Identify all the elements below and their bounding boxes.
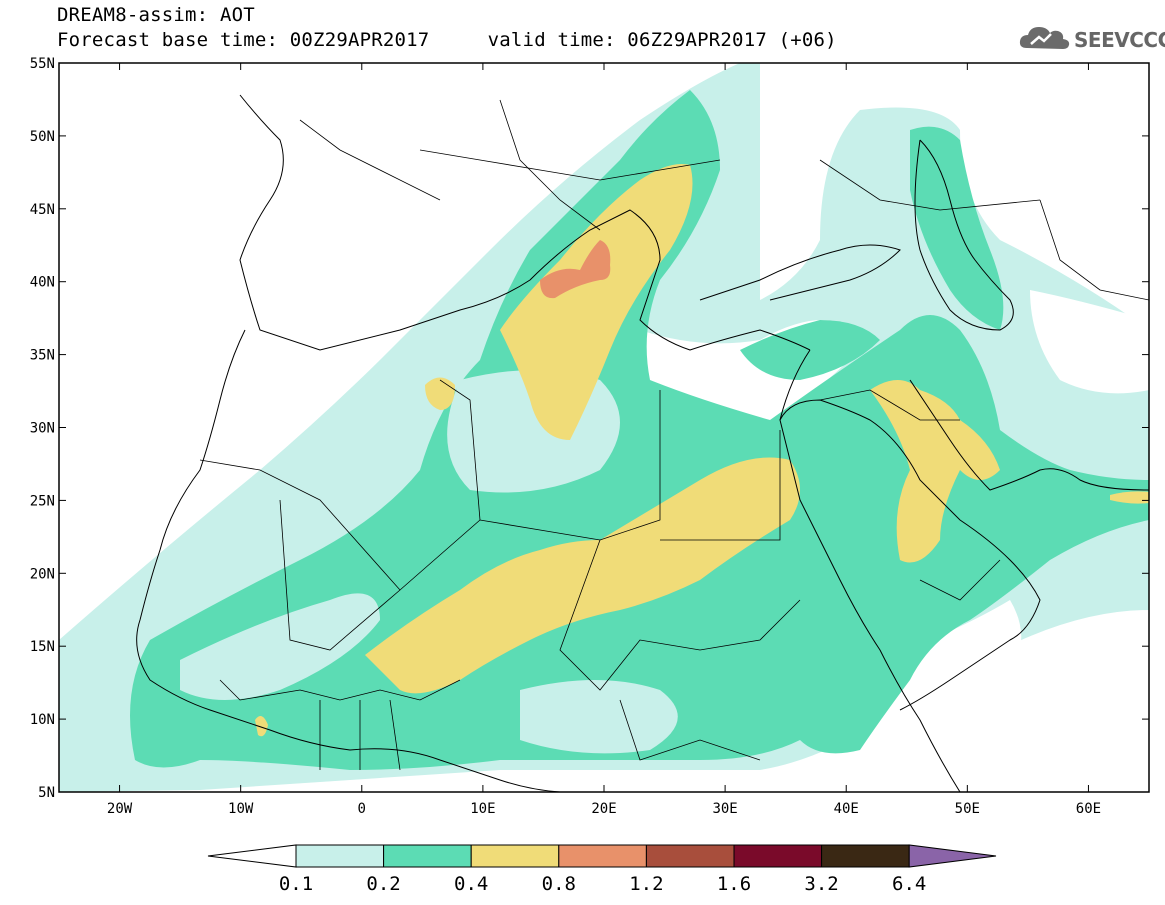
lat-tick-label: 20N — [30, 566, 55, 582]
colorbar-level-label: 0.2 — [366, 873, 400, 895]
lon-tick-label: 10W — [228, 801, 254, 817]
lon-tick-label: 50E — [955, 801, 980, 817]
aot-band-0.4-misc — [425, 377, 455, 410]
lat-tick-label: 50N — [30, 129, 55, 145]
lon-tick-label: 20E — [591, 801, 616, 817]
country-borders — [199, 99, 1149, 771]
colorbar-level-label: 0.8 — [542, 873, 576, 895]
lat-tick-label: 30N — [30, 421, 55, 437]
colorbar-level-label: 1.2 — [629, 873, 663, 895]
lat-tick-label: 55N — [30, 56, 55, 72]
seevccc-logo: SEEVCCC — [1017, 22, 1165, 58]
colorbar-arrow-high — [908, 844, 997, 868]
axis-ticks: 20W 10W 0 10E 20E 30E 40E 50E 60E 55N 50N 45N 40N 35N… — [30, 56, 1149, 817]
colorbar-segment — [733, 844, 823, 868]
lat-tick-label: 10N — [30, 712, 55, 728]
lat-tick-label: 35N — [30, 348, 55, 364]
aot-band-0.4-sahara — [365, 457, 800, 694]
aot-band-0.2 — [130, 90, 1149, 770]
colorbar-segment — [558, 844, 647, 868]
aot-field — [59, 63, 1149, 792]
lon-tick-label: 20W — [107, 801, 133, 817]
cloud-icon — [1019, 27, 1070, 49]
lat-tick-label: 15N — [30, 639, 55, 655]
lon-tick-label: 10E — [470, 801, 495, 817]
lat-tick-label: 5N — [38, 785, 55, 801]
colorbar-segment — [645, 844, 735, 868]
colorbar-level-label: 0.1 — [279, 873, 313, 895]
colorbar: 0.1 0.2 0.4 0.8 1.2 1.6 3.2 6.4 — [207, 844, 997, 895]
lat-tick-label: 25N — [30, 493, 55, 509]
lat-tick-label: 40N — [30, 275, 55, 291]
colorbar-arrow-low — [207, 844, 297, 868]
aot-band-0.2-caspian — [910, 126, 1004, 331]
lon-tick-label: 0 — [358, 801, 366, 817]
lon-tick-label: 60E — [1076, 801, 1101, 817]
colorbar-segment — [383, 844, 472, 868]
colorbar-level-label: 6.4 — [892, 873, 926, 895]
lon-tick-label: 40E — [834, 801, 859, 817]
aot-band-0.8 — [540, 240, 611, 299]
colorbar-level-label: 0.4 — [454, 873, 488, 895]
aot-band-0.4-westafrica — [255, 716, 268, 737]
colorbar-level-label: 3.2 — [804, 873, 838, 895]
aot-light-patch-2 — [180, 593, 380, 700]
map-title: DREAM8-assim: AOT — [57, 4, 255, 26]
aot-band-0.4-arabia — [870, 380, 1000, 563]
aot-band-0.4-balkan — [500, 164, 693, 440]
lat-tick-label: 45N — [30, 202, 55, 218]
logo-text: SEEVCCC — [1074, 28, 1165, 52]
aot-white-gulf — [880, 690, 1149, 792]
colorbar-level-label: 1.6 — [717, 873, 751, 895]
forecast-time-line: Forecast base time: 00Z29APR2017 valid t… — [57, 29, 837, 51]
colorbar-segment — [295, 844, 385, 868]
coastlines — [136, 94, 1149, 792]
aot-band-0.4-gulf — [1110, 491, 1149, 504]
aot-white-east — [760, 63, 1149, 330]
aot-light-patch-3 — [520, 680, 678, 754]
colorbar-segment — [470, 844, 560, 868]
aot-white-iran — [1030, 290, 1149, 394]
lon-tick-label: 30E — [712, 801, 737, 817]
colorbar-segment — [821, 844, 910, 868]
